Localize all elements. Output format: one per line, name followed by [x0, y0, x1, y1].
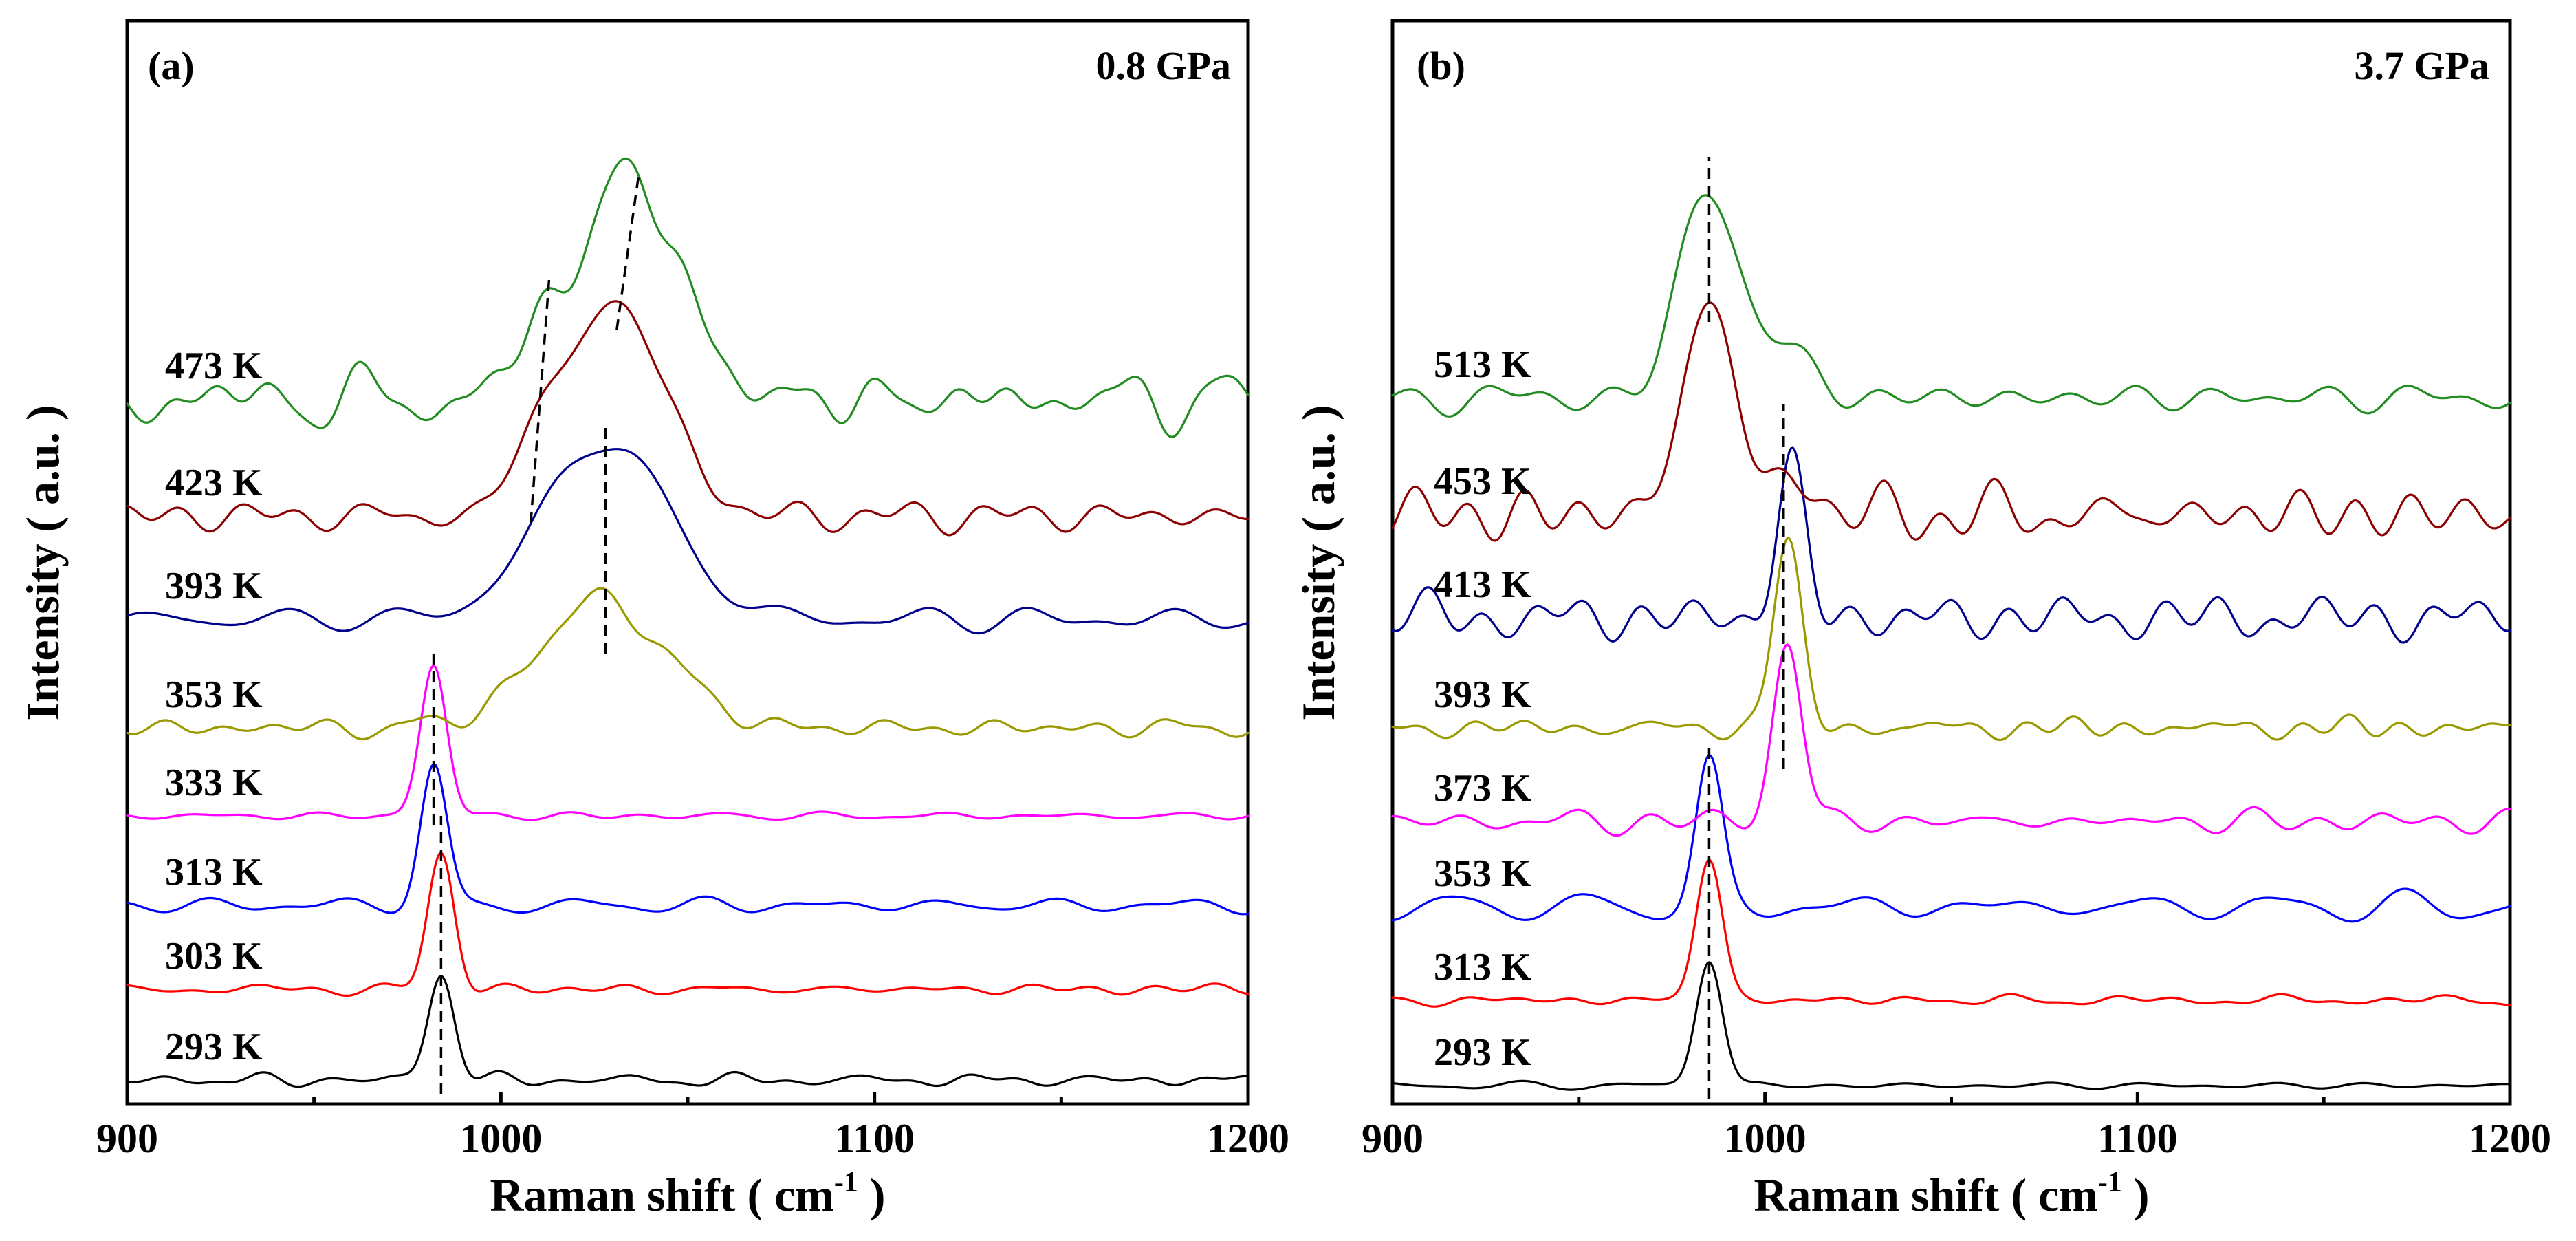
panel-b-xlabel-end: ): [2122, 1169, 2150, 1221]
panel-a-ylabel: Intensity ( a.u. ): [17, 404, 69, 720]
spectrum-423k: [126, 300, 1249, 537]
panel-a-pressure: 0.8 GPa: [1095, 43, 1231, 88]
spectrum-393k: [126, 448, 1249, 635]
temperature-label: 413 K: [1434, 563, 1531, 606]
panel-a-label: (a): [148, 43, 195, 88]
spectrum-313k: [1391, 859, 2511, 1008]
spectrum-473k: [126, 157, 1249, 438]
panel-a-xlabel: Raman shift ( cm-1 ): [490, 1167, 885, 1221]
spectrum-353k: [1391, 753, 2511, 923]
temperature-label: 303 K: [165, 935, 263, 978]
x-tick-label: 1100: [834, 1116, 915, 1161]
spectrum-313k: [126, 763, 1249, 916]
temperature-label: 513 K: [1434, 343, 1531, 386]
temperature-label: 393 K: [165, 565, 263, 607]
panel-a-x-ticks: 900 1000 1100 1200: [96, 1092, 1289, 1161]
spectrum-453k: [1391, 301, 2511, 542]
spectrum-303k: [126, 852, 1249, 997]
spectrum-373k: [1391, 643, 2511, 837]
panel-a-guides: [432, 171, 641, 1094]
panel-a-traces: [126, 157, 1249, 1088]
panel-b: (b) 3.7 GPa Intensity ( a.u. ) Raman shi…: [1292, 19, 2551, 1221]
peak-guide-line: [530, 274, 551, 524]
x-tick-label: 1000: [459, 1116, 542, 1161]
panel-b-x-ticks: 900 1000 1100 1200: [1362, 1092, 2551, 1161]
panel-a-xlabel-end: ): [858, 1169, 886, 1221]
temperature-label: 453 K: [1434, 460, 1531, 503]
spectrum-413k: [1391, 446, 2511, 644]
spectrum-513k: [1391, 194, 2511, 418]
temperature-label: 473 K: [165, 345, 263, 387]
panel-b-label: (b): [1417, 43, 1465, 88]
panel-b-pressure: 3.7 GPa: [2354, 43, 2489, 88]
temperature-label: 293 K: [165, 1026, 263, 1068]
x-tick-label: 1000: [1724, 1116, 1807, 1161]
temperature-label: 393 K: [1434, 673, 1531, 716]
spectrum-333k: [126, 665, 1249, 821]
peak-guide-line: [615, 171, 641, 331]
temperature-label: 333 K: [165, 762, 263, 804]
panel-a-temperature-labels: 293 K 303 K 313 K 333 K 353 K 393 K 423 K 473 K: [165, 345, 263, 1068]
spectrum-393k: [1391, 537, 2511, 742]
panel-b-frame: [1390, 19, 2512, 1106]
panel-a-xlabel-sup: -1: [834, 1167, 858, 1198]
panel-a-frame: [125, 19, 1250, 1106]
x-tick-label: 1200: [2469, 1116, 2551, 1161]
temperature-label: 293 K: [1434, 1031, 1531, 1074]
x-tick-label: 900: [96, 1116, 158, 1161]
panel-b-xlabel: Raman shift ( cm-1 ): [1754, 1167, 2149, 1221]
x-tick-label: 1100: [2097, 1116, 2178, 1161]
panel-b-traces: [1391, 194, 2511, 1091]
temperature-label: 313 K: [1434, 946, 1531, 989]
panel-b-ylabel: Intensity ( a.u. ): [1292, 404, 1344, 720]
temperature-label: 373 K: [1434, 767, 1531, 810]
panel-b-temperature-labels: 293 K 313 K 353 K 373 K 393 K 413 K 453 K 513 K: [1434, 343, 1531, 1074]
panel-a: (a) 0.8 GPa Intensity ( a.u. ) Raman shi…: [17, 19, 1289, 1221]
x-tick-label: 1200: [1207, 1116, 1289, 1161]
panel-b-guides: [1707, 157, 1785, 1099]
panel-b-xlabel-main: Raman shift ( cm: [1754, 1169, 2098, 1221]
spectrum-353k: [126, 587, 1249, 741]
temperature-label: 313 K: [165, 851, 263, 894]
temperature-label: 423 K: [165, 462, 263, 504]
temperature-label: 353 K: [1434, 852, 1531, 895]
panel-b-xlabel-sup: -1: [2098, 1167, 2122, 1198]
spectrum-293k: [1391, 961, 2511, 1091]
panel-a-xlabel-main: Raman shift ( cm: [490, 1169, 834, 1221]
x-tick-label: 900: [1362, 1116, 1423, 1161]
spectrum-293k: [126, 975, 1249, 1088]
temperature-label: 353 K: [165, 673, 263, 716]
